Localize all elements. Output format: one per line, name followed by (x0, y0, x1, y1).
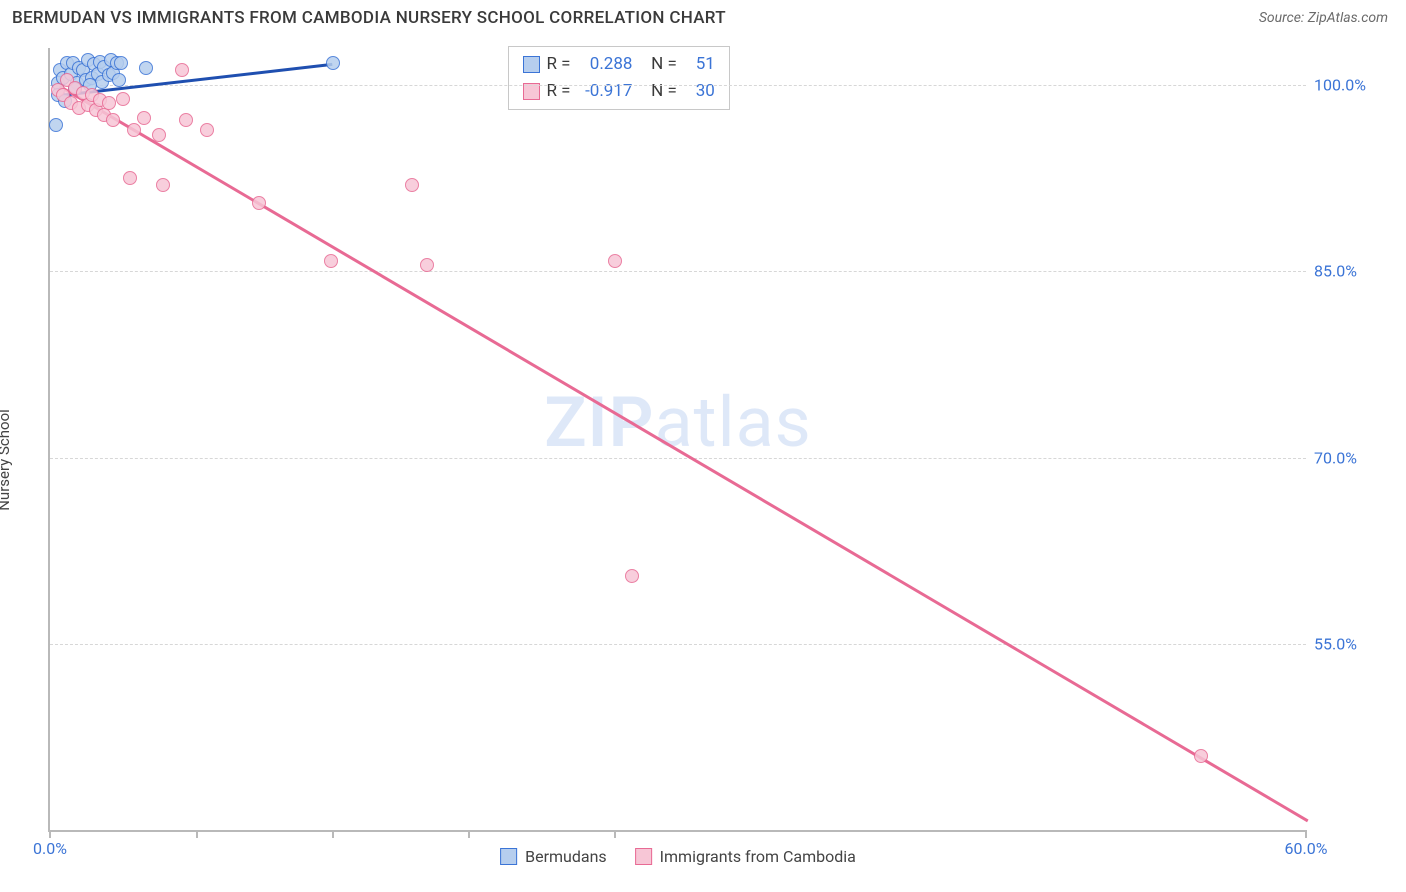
data-point-pink (252, 196, 266, 210)
legend-item: Immigrants from Cambodia (635, 847, 856, 866)
plot-area: ZIPatlas R = 0.288 N = 51 R = -0.917 N =… (48, 48, 1306, 832)
n-value-blue: 51 (683, 51, 715, 78)
data-point-blue (114, 56, 128, 70)
swatch-blue (523, 56, 540, 73)
gridline-h (50, 271, 1306, 272)
trend-line-pink (60, 86, 1309, 822)
gridline-h (50, 644, 1306, 645)
data-point-pink (127, 123, 141, 137)
r-value-pink: -0.917 (576, 78, 632, 105)
data-point-pink (420, 258, 434, 272)
legend-label: Bermudans (525, 847, 607, 866)
gridline-h (50, 85, 1306, 86)
data-point-pink (405, 178, 419, 192)
data-point-blue (326, 56, 340, 70)
data-point-pink (152, 128, 166, 142)
data-point-pink (123, 171, 137, 185)
correlation-stats-box: R = 0.288 N = 51 R = -0.917 N = 30 (508, 46, 729, 110)
legend-item: Bermudans (500, 847, 607, 866)
data-point-pink (175, 63, 189, 77)
legend: Bermudans Immigrants from Cambodia (500, 847, 856, 866)
data-point-pink (156, 178, 170, 192)
data-point-pink (200, 123, 214, 137)
chart-title: BERMUDAN VS IMMIGRANTS FROM CAMBODIA NUR… (12, 8, 726, 28)
y-axis-label: Nursery School (0, 409, 13, 511)
data-point-blue (49, 118, 63, 132)
legend-swatch (635, 848, 652, 865)
y-tick-label: 55.0% (1314, 634, 1386, 653)
data-point-blue (139, 61, 153, 75)
data-point-pink (324, 254, 338, 268)
data-point-pink (179, 113, 193, 127)
data-point-pink (106, 113, 120, 127)
r-value-blue: 0.288 (576, 51, 632, 78)
stats-row-pink: R = -0.917 N = 30 (523, 78, 714, 105)
legend-label: Immigrants from Cambodia (660, 847, 856, 866)
n-value-pink: 30 (683, 78, 715, 105)
source-attribution: Source: ZipAtlas.com (1259, 10, 1388, 26)
data-point-pink (102, 96, 116, 110)
data-point-blue (112, 73, 126, 87)
data-point-pink (625, 569, 639, 583)
y-tick-label: 70.0% (1314, 448, 1386, 467)
data-point-pink (608, 254, 622, 268)
data-point-pink (1194, 749, 1208, 763)
y-tick-label: 85.0% (1314, 262, 1386, 281)
y-tick-label: 100.0% (1314, 76, 1386, 95)
gridline-h (50, 458, 1306, 459)
x-tick-label: 0.0% (33, 839, 67, 858)
legend-swatch (500, 848, 517, 865)
x-tick-label: 60.0% (1285, 839, 1328, 858)
stats-row-blue: R = 0.288 N = 51 (523, 51, 714, 78)
data-point-pink (116, 92, 130, 106)
chart-container: Nursery School ZIPatlas R = 0.288 N = 51… (12, 40, 1394, 880)
data-point-pink (137, 111, 151, 125)
